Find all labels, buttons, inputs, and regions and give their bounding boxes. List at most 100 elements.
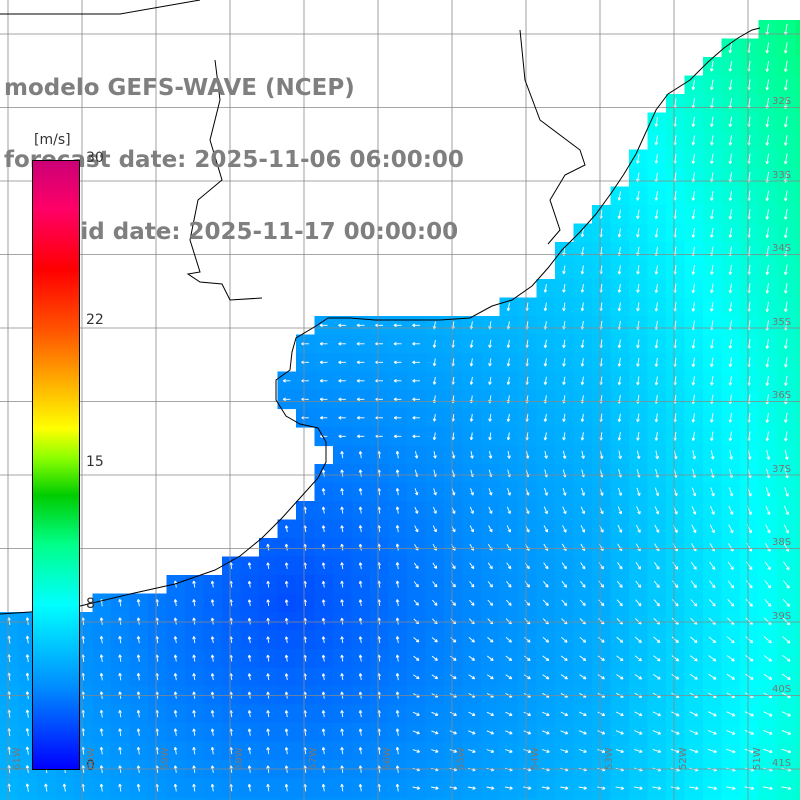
wind-arrow [340,469,344,477]
wind-arrow [578,786,587,790]
wind-arrow [432,376,437,385]
wind-arrow [486,749,495,753]
wind-arrow [486,711,494,716]
wind-arrow [451,488,456,496]
wind-speed-cell [55,797,75,800]
wind-arrow [765,79,770,91]
wind-arrow [689,748,699,754]
wind-arrow [358,599,363,607]
wind-arrow [726,730,736,735]
wind-arrow [375,323,384,328]
wind-arrow [581,450,585,459]
wind-arrow [173,673,178,681]
wind-arrow [505,711,513,716]
wind-arrow [543,432,548,441]
wind-speed-cell [666,797,686,800]
wind-arrow [395,488,400,496]
longitude-label: 52W [678,747,689,770]
wind-speed-cell [795,482,800,502]
wind-arrow [710,227,714,238]
wind-arrow [321,617,326,625]
wind-arrow [523,674,531,680]
wind-arrow [541,749,550,753]
wind-arrow [728,357,733,368]
wind-arrow [710,487,715,497]
wind-arrow [44,783,48,792]
wind-arrow [173,710,178,718]
wind-arrow [284,673,289,681]
wind-arrow [395,673,400,681]
wind-arrow [634,655,642,662]
wind-arrow [690,561,697,570]
wind-arrow [765,487,771,497]
wind-arrow [617,228,622,238]
wind-arrow [340,599,344,607]
wind-arrow [319,397,328,402]
wind-arrow [579,618,586,625]
wind-arrow [395,783,400,792]
wind-arrow [765,338,770,349]
wind-arrow [745,598,753,607]
wind-arrow [413,655,420,661]
wind-arrow [99,672,104,681]
wind-arrow [562,376,566,385]
wind-arrow [524,655,531,661]
wind-arrow [634,748,643,754]
wind-arrow [636,413,640,423]
wind-arrow [635,524,641,533]
wind-arrow [395,617,400,625]
wind-arrow [469,543,475,551]
wind-arrow [784,338,788,349]
wind-arrow [729,450,734,460]
wind-arrow [431,730,439,735]
wind-arrow [542,636,550,643]
wind-speed-cell [148,797,168,800]
wind-arrow [506,525,511,533]
wind-arrow [395,728,400,736]
wind-arrow [449,711,457,716]
wind-arrow [469,432,474,441]
wind-arrow [356,397,365,402]
wind-arrow [580,284,585,293]
wind-arrow [727,561,734,570]
wind-arrow [210,728,215,736]
wind-arrow [597,711,606,717]
wind-arrow [690,599,698,607]
wind-arrow [340,488,344,496]
wind-arrow [431,637,438,643]
wind-arrow [506,543,512,551]
wind-arrow [615,786,625,790]
wind-arrow [543,525,549,533]
wind-arrow [505,636,512,643]
wind-arrow [338,360,346,365]
wind-arrow [728,209,733,220]
longitude-label: 53W [604,747,615,770]
wind-arrow [393,342,402,346]
wind-arrow [636,339,640,349]
wind-arrow [578,730,587,735]
wind-arrow [616,655,624,662]
wind-arrow [338,397,346,402]
wind-arrow [468,749,476,753]
wind-arrow [340,673,344,681]
wind-arrow [689,786,699,790]
wind-arrow [765,505,771,516]
wind-arrow [727,636,735,644]
wind-speed-cell [370,797,390,800]
wind-arrow [765,375,770,386]
wind-arrow [506,376,511,385]
wind-arrow [486,674,494,680]
wind-arrow [543,376,548,385]
wind-arrow [321,506,326,514]
wind-arrow [523,730,532,735]
wind-arrow [707,730,717,735]
latitude-label: 41S [772,757,792,769]
wind-speed-cell [795,556,800,576]
wind-arrow [597,730,606,735]
wind-arrow [710,153,714,164]
wind-arrow [579,674,587,680]
wind-arrow [783,227,788,239]
wind-arrow [691,153,696,164]
wind-arrow [763,673,773,680]
